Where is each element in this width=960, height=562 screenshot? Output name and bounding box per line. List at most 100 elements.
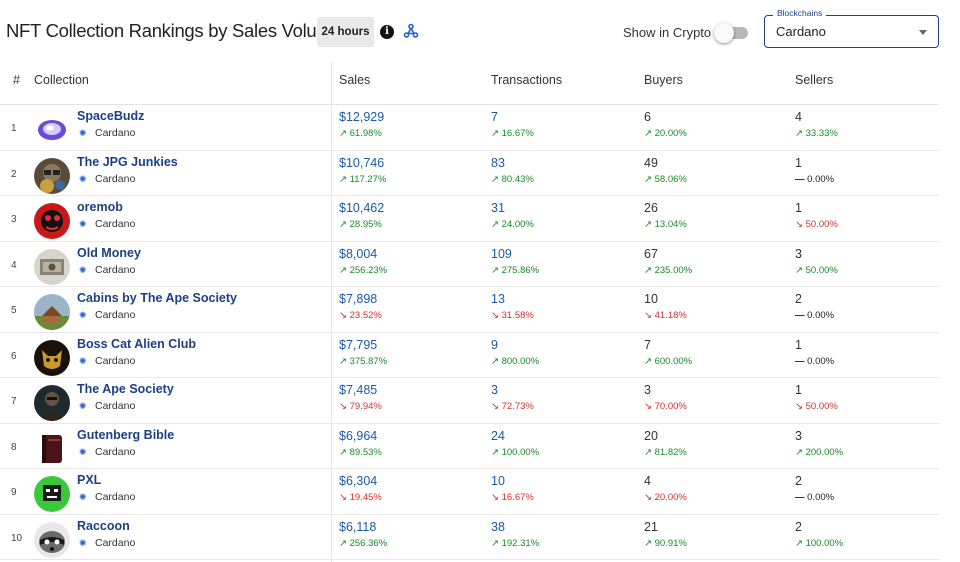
sellers-value: 3	[795, 428, 802, 443]
transactions-change: ↗ 275.86%	[491, 264, 540, 276]
collection-name-link[interactable]: Cabins by The Ape Society	[77, 291, 237, 305]
transactions-value[interactable]: 10	[491, 474, 505, 488]
transactions-value[interactable]: 13	[491, 292, 505, 306]
transactions-change: ↘ 16.67%	[491, 492, 534, 503]
sellers-change: ↗ 200.00%	[795, 446, 844, 458]
col-header-buyers[interactable]: Buyers	[644, 73, 683, 87]
col-header-collection: Collection	[34, 73, 89, 87]
trend-up-icon: ↗	[491, 355, 502, 367]
collection-name-link[interactable]: Gutenberg Bible	[77, 427, 175, 442]
sellers-cell: 3 ↗ 50.00%	[795, 247, 838, 276]
chain-label: ✺ Cardano	[79, 173, 135, 185]
col-header-transactions[interactable]: Transactions	[491, 73, 563, 87]
trend-down-icon: ↘	[795, 219, 806, 230]
sales-change: ↗ 256.23%	[339, 264, 388, 276]
trend-flat-icon: —	[795, 173, 808, 185]
table-row: 4 Old Money ✺ Cardano $8,004 ↗ 256.23% 109…	[0, 242, 939, 287]
sellers-value: 4	[795, 110, 802, 124]
buyers-cell: 67 ↗ 235.00%	[644, 247, 692, 276]
chain-name: Cardano	[95, 354, 136, 367]
transactions-value[interactable]: 24	[491, 428, 505, 443]
transactions-value[interactable]: 38	[491, 519, 505, 534]
collection-avatar[interactable]	[34, 521, 70, 558]
buyers-value: 21	[644, 519, 658, 534]
transactions-value[interactable]: 9	[491, 337, 498, 352]
collection-avatar[interactable]	[34, 294, 70, 330]
sales-value[interactable]: $10,746	[339, 155, 385, 170]
cardano-icon: ✺	[79, 446, 87, 457]
sellers-change: — 0.00%	[795, 173, 835, 185]
collection-avatar[interactable]	[34, 476, 70, 512]
collection-name-link[interactable]: Old Money	[77, 245, 141, 260]
rank-number: 5	[11, 305, 17, 316]
col-header-sellers[interactable]: Sellers	[795, 73, 834, 87]
rank-number: 6	[11, 350, 17, 362]
column-divider	[331, 62, 332, 562]
collection-avatar[interactable]	[34, 112, 70, 148]
sales-value[interactable]: $6,304	[339, 474, 378, 488]
collection-avatar[interactable]	[34, 157, 70, 194]
sales-value[interactable]: $12,929	[339, 110, 385, 124]
trend-up-icon: ↗	[339, 219, 350, 230]
sales-value[interactable]: $8,004	[339, 246, 378, 261]
sales-value[interactable]: $7,898	[339, 292, 378, 306]
collection-avatar[interactable]	[34, 385, 70, 421]
collection-name-link[interactable]: oremob	[77, 200, 123, 214]
collection-avatar[interactable]	[34, 248, 70, 285]
sales-change: ↗ 28.95%	[339, 219, 382, 230]
buyers-value: 6	[644, 110, 651, 124]
transactions-change: ↗ 16.67%	[491, 128, 534, 139]
webhook-icon[interactable]	[402, 22, 420, 40]
transactions-cell: 13 ↘ 31.58%	[491, 292, 534, 321]
trend-up-icon: ↗	[644, 446, 655, 458]
transactions-change: ↘ 72.73%	[491, 401, 534, 412]
show-crypto-toggle[interactable]	[714, 23, 748, 43]
period-selector[interactable]: 24 hours	[317, 17, 374, 47]
buyers-cell: 3 ↘ 70.00%	[644, 383, 687, 412]
collection-name-link[interactable]: PXL	[77, 473, 102, 487]
transactions-value[interactable]: 31	[491, 201, 505, 215]
trend-down-icon: ↘	[644, 492, 655, 503]
transactions-value[interactable]: 109	[491, 246, 512, 261]
table-row: 8 Gutenberg Bible ✺ Cardano $6,964 ↗ 89.53…	[0, 424, 939, 469]
transactions-value[interactable]: 3	[491, 383, 498, 397]
buyers-value: 67	[644, 246, 658, 261]
sales-change: ↗ 375.87%	[339, 355, 388, 367]
collection-name-link[interactable]: Boss Cat Alien Club	[77, 336, 196, 351]
buyers-cell: 20 ↗ 81.82%	[644, 429, 687, 458]
trend-up-icon: ↗	[795, 537, 806, 549]
blockchain-select[interactable]: Blockchains Cardano	[764, 8, 939, 48]
trend-down-icon: ↘	[795, 401, 806, 412]
collection-avatar[interactable]	[34, 430, 70, 467]
info-icon[interactable]: i	[380, 25, 394, 39]
table-row: 9 PXL ✺ Cardano $6,304 ↘ 19.45% 10 ↘ 16.67%…	[0, 469, 939, 515]
table-row: 1 SpaceBudz ✺ Cardano $12,929 ↗ 61.98% 7 ↗ …	[0, 105, 939, 151]
sales-change: ↗ 256.36%	[339, 537, 388, 549]
buyers-value: 10	[644, 292, 658, 306]
transactions-cell: 83 ↗ 80.43%	[491, 156, 534, 185]
sales-value[interactable]: $6,964	[339, 428, 378, 443]
buyers-value: 20	[644, 428, 658, 443]
trend-up-icon: ↗	[491, 219, 502, 230]
sales-value[interactable]: $10,462	[339, 201, 385, 215]
collection-name-link[interactable]: SpaceBudz	[77, 109, 145, 123]
transactions-value[interactable]: 83	[491, 155, 505, 170]
col-header-sales[interactable]: Sales	[339, 73, 371, 87]
chain-name: Cardano	[95, 400, 136, 412]
sales-value[interactable]: $6,118	[339, 519, 377, 534]
sales-value[interactable]: $7,485	[339, 383, 378, 397]
collection-name-link[interactable]: Raccoon	[77, 518, 130, 533]
collection-avatar[interactable]	[34, 339, 70, 376]
table-row: 10 Raccoon ✺ Cardano $6,118 ↗ 256.36% 38 ↗ …	[0, 515, 939, 560]
collection-avatar[interactable]	[34, 203, 70, 239]
sales-value[interactable]: $7,795	[339, 337, 378, 352]
buyers-change: ↗ 13.04%	[644, 219, 687, 230]
sellers-value: 2	[795, 292, 802, 306]
buyers-value: 3	[644, 383, 651, 397]
transactions-value[interactable]: 7	[491, 110, 498, 124]
collection-name-link[interactable]: The JPG Junkies	[77, 154, 178, 169]
collection-name-link[interactable]: The Ape Society	[77, 382, 174, 396]
chain-label: ✺ Cardano	[79, 446, 135, 458]
trend-up-icon: ↗	[795, 264, 806, 276]
trend-up-icon: ↗	[644, 173, 655, 185]
